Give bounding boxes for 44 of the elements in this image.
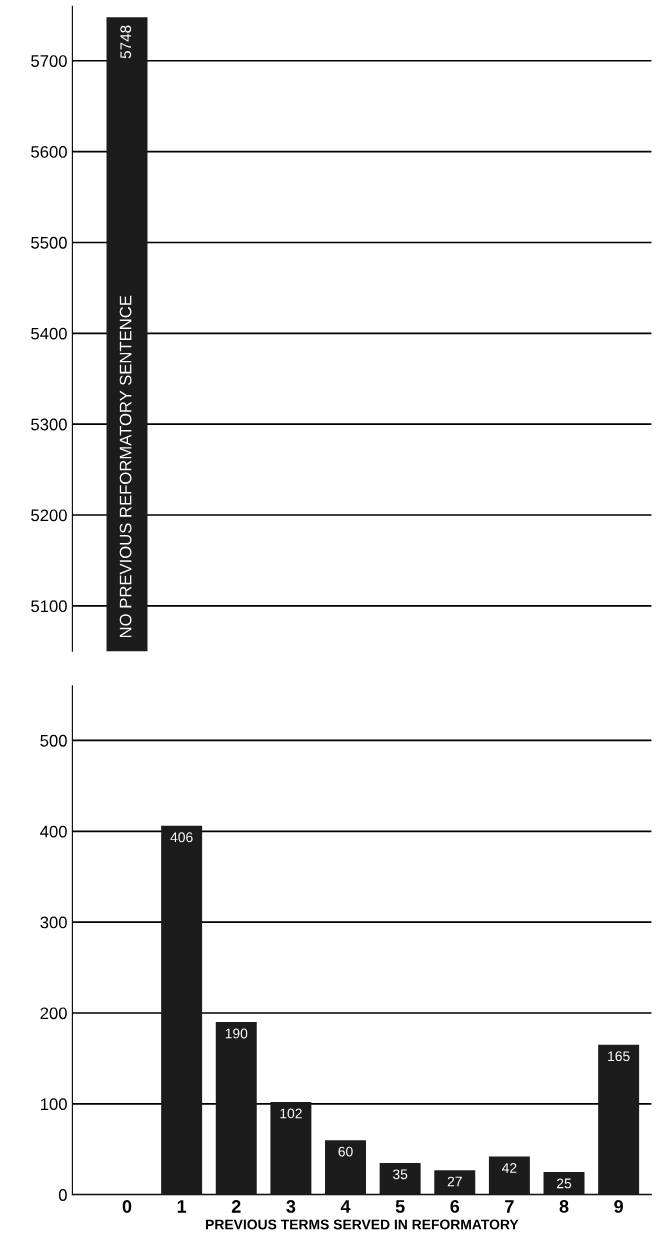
y-tick-label: 300 xyxy=(40,916,67,929)
x-tick-label: 3 xyxy=(286,1200,296,1213)
bar xyxy=(434,1170,476,1195)
x-tick-label: 0 xyxy=(122,1200,132,1213)
data-label: 42 xyxy=(501,1163,517,1173)
data-label: 102 xyxy=(280,1108,302,1119)
y-tick-label: 200 xyxy=(40,1007,67,1020)
bar xyxy=(161,825,203,1195)
y-tick-label: 5600 xyxy=(31,146,67,158)
y-tick-label: 5700 xyxy=(31,55,67,67)
x-tick-label: 5 xyxy=(395,1200,405,1213)
x-tick-label: 7 xyxy=(505,1200,514,1213)
bar xyxy=(598,1044,640,1195)
bar xyxy=(325,1140,366,1195)
bar xyxy=(379,1162,421,1195)
y-tick-label: 5500 xyxy=(31,236,67,249)
annotation: NO PREVIOUS REFORMATORY SENTENCE xyxy=(119,295,132,638)
data-label: 406 xyxy=(170,832,193,843)
x-axis-title: PREVIOUS TERMS SERVED IN REFORMATORY xyxy=(206,1219,519,1230)
y-tick-label: 5100 xyxy=(31,600,67,613)
x-tick-label: 9 xyxy=(614,1200,623,1213)
data-label: 165 xyxy=(608,1051,630,1062)
bar xyxy=(270,1102,312,1195)
x-tick-label: 1 xyxy=(177,1200,187,1213)
y-tick-label: 5400 xyxy=(31,327,67,340)
x-tick-label: 2 xyxy=(231,1200,241,1213)
data-label: 27 xyxy=(447,1176,462,1187)
x-tick-label: 8 xyxy=(559,1200,569,1213)
y-tick-label: 5200 xyxy=(31,509,67,522)
y-tick-label: 0 xyxy=(58,1189,67,1201)
bar xyxy=(215,1022,257,1195)
bar xyxy=(488,1156,530,1195)
data-label: 60 xyxy=(338,1146,353,1157)
y-tick-label: 400 xyxy=(40,825,67,838)
y-tick-label: 100 xyxy=(40,1098,67,1111)
x-tick-label: 6 xyxy=(450,1200,460,1213)
x-tick-label: 4 xyxy=(340,1200,351,1213)
bar xyxy=(543,1171,585,1195)
data-label: 190 xyxy=(225,1028,248,1039)
data-label: 25 xyxy=(556,1178,572,1189)
data-label: 5748 xyxy=(120,25,132,59)
y-tick-label: 5300 xyxy=(31,418,67,431)
data-label: 35 xyxy=(392,1169,408,1180)
y-tick-label: 500 xyxy=(40,734,67,747)
